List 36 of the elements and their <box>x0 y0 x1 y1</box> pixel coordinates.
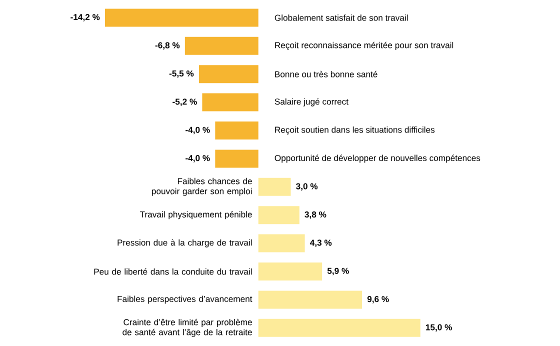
bar <box>105 8 258 27</box>
bar <box>258 262 322 281</box>
y-tick-label: Travail physiquement pénible <box>140 211 252 220</box>
bar <box>184 36 258 55</box>
data-label: 3,8 % <box>304 211 326 219</box>
y-tick-label: Peu de liberté dans la conduite du travail <box>94 268 252 275</box>
bar <box>258 290 362 309</box>
bar <box>202 93 258 112</box>
data-label: -5,5 % <box>169 70 194 78</box>
y-tick-label: Globalement satisfait de son travail <box>274 14 408 21</box>
data-label: 5,9 % <box>327 268 349 276</box>
y-tick-label: Reçoit soutien dans les situations difficiles <box>275 126 435 135</box>
y-tick-label: Crainte d’être limité par problème de santé avant l’âge de la retraite <box>122 318 252 337</box>
data-label: 4,3 % <box>310 240 332 247</box>
data-label: 9,6 % <box>367 296 389 304</box>
bar <box>258 206 300 224</box>
data-label: -14,2 % <box>70 14 100 22</box>
y-tick-label: Faibles perspectives d’avancement <box>118 296 252 304</box>
data-label: -5,2 % <box>172 98 197 106</box>
bar <box>215 150 258 168</box>
data-label: 3,0 % <box>296 183 318 191</box>
bar <box>198 65 258 84</box>
bar <box>258 318 420 337</box>
bar <box>215 122 258 140</box>
y-tick-label: Pression due à la charge de travail <box>118 239 252 248</box>
data-label: -4,0 % <box>186 126 210 134</box>
y-tick-label: Faibles chances de pouvoir garder son emploi <box>152 178 252 196</box>
y-tick-label: Opportunité de développer de nouvelles compétences <box>274 154 480 163</box>
data-label: -6,8 % <box>155 42 180 50</box>
bar <box>258 178 291 196</box>
y-tick-label: Bonne ou très bonne santé <box>275 70 378 78</box>
data-label: 15,0 % <box>426 324 452 332</box>
y-tick-label: Reçoit reconnaissance méritée pour son travail <box>275 42 454 50</box>
bar <box>258 234 305 252</box>
y-tick-label: Salaire jugé correct <box>274 98 348 106</box>
data-label: -4,0 % <box>186 155 210 162</box>
